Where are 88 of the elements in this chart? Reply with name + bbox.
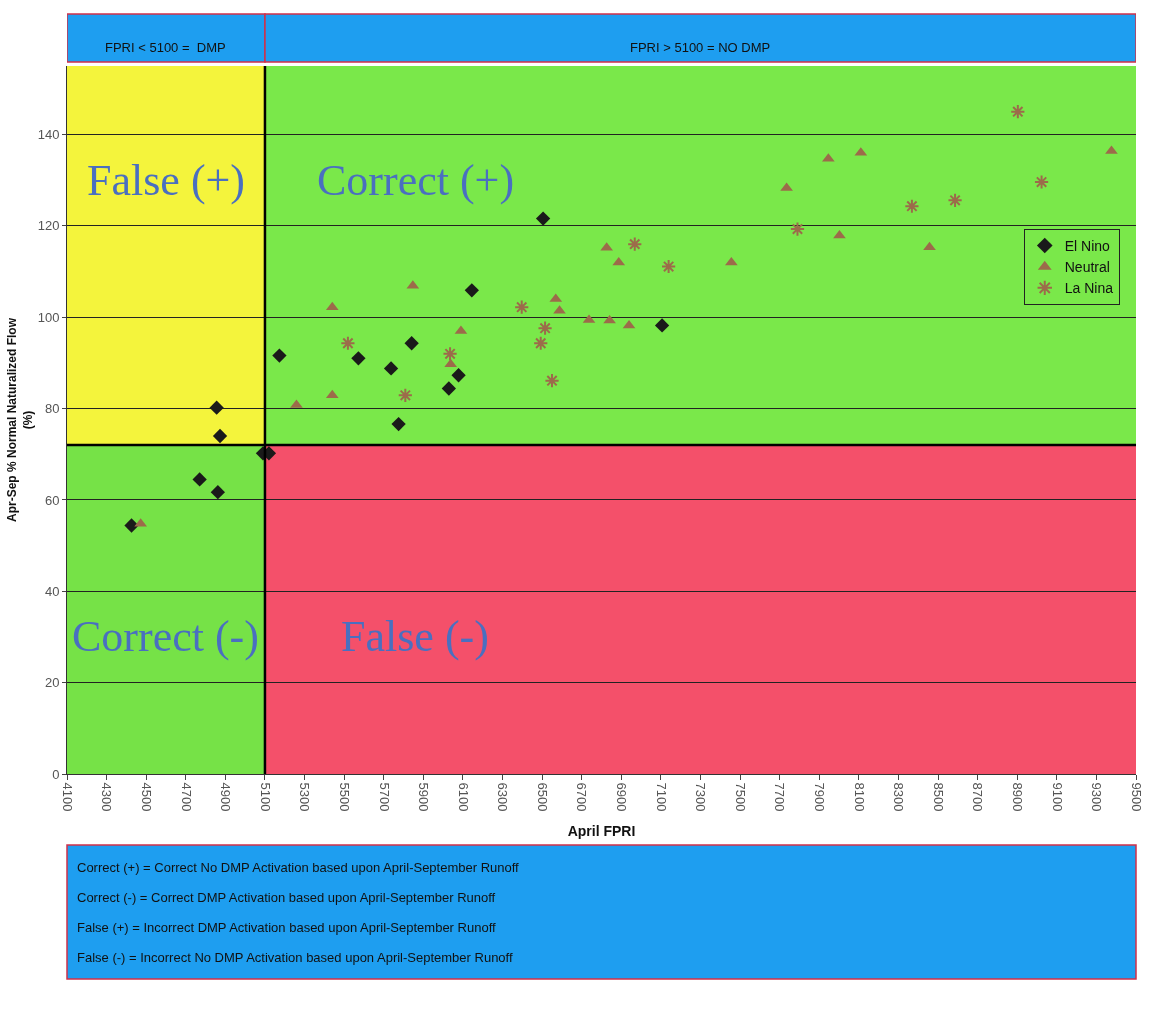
y-tick-label: 40 [44,583,60,599]
x-tick-label: 6100 [455,782,471,812]
text: False (-) = Incorrect No DMP Activation based upon April-September Runoff [77,950,513,965]
point [627,236,643,252]
point [210,485,225,500]
x-tick-label: 5100 [257,782,273,812]
text: FPRI > 5100 = NO DMP [630,40,771,55]
legend-label: Neutral [1064,259,1110,276]
x-tick-label: 8700 [970,782,986,812]
x-tick-label: 8900 [1009,782,1025,812]
x-tick-label: 5300 [297,782,313,812]
point [622,319,636,329]
point [124,518,139,533]
point [725,256,738,266]
point [904,198,920,214]
x-tick-label: 8300 [891,782,907,812]
point [212,428,228,444]
point [464,283,479,298]
point [1033,174,1050,190]
point [535,211,551,226]
point [272,348,287,363]
point [654,318,670,333]
annotation: False (+) [87,156,245,205]
x-tick-label: 6500 [534,782,550,812]
point [947,192,963,208]
point [833,229,846,239]
x-tick-label: 7900 [812,782,828,812]
x-tick-label: 4500 [138,782,154,812]
x-tick-label: 5700 [376,782,392,812]
text: FPRI < 5100 = DMP [105,40,226,55]
point [192,472,207,487]
point [537,320,553,336]
y-tick-label: 100 [37,309,60,325]
point [451,368,466,383]
point [340,335,356,351]
text: Correct (+) = Correct No DMP Activation based upon April-September Runoff [77,860,520,875]
point [923,241,936,251]
x-tick-label: 7300 [693,782,709,812]
point [325,389,339,399]
annotation: Correct (+) [317,156,515,205]
x-tick-label: 9100 [1049,782,1065,812]
x-tick-label: 7500 [732,782,748,812]
legend-label: La Nina [1064,280,1114,297]
annotation: False (-) [341,612,489,661]
point [209,400,224,415]
point [661,258,677,275]
annotation: Correct (-) [72,612,259,661]
point [351,351,366,366]
point [514,299,530,315]
x-tick-label: 9300 [1089,782,1105,812]
point [397,387,413,403]
x-tick-label: 6900 [614,782,630,812]
x-axis-title: April FPRI [567,822,636,839]
point [441,381,457,396]
text: Correct (-) = Correct DMP Activation based upon April-September Runoff [77,890,496,905]
x-tick-label: 8500 [930,782,946,812]
point [1010,104,1026,120]
point [612,256,626,266]
point [391,416,406,432]
x-tick-label: 5500 [336,782,352,812]
point [444,358,457,368]
x-tick-label: 9500 [1128,782,1144,812]
point [383,361,399,376]
x-tick-label: 7700 [772,782,788,812]
x-tick-label: 8100 [851,782,867,812]
x-tick-label: 4900 [218,782,234,812]
y-tick-label: 0 [52,766,60,782]
x-tick-label: 4700 [178,782,194,812]
legend-label: El Nino [1064,237,1111,254]
y-tick-label: 120 [37,218,60,234]
y-tick-label: 60 [44,492,60,508]
y-axis-title: Apr-Sep % Normal Naturalized Flow (%) [5,317,35,523]
y-tick-label: 20 [44,675,60,691]
x-tick-label: 6700 [574,782,590,812]
point [442,346,458,362]
x-tick-label: 5900 [416,782,432,812]
point [404,336,419,351]
x-tick-label: 4300 [99,782,115,812]
x-tick-label: 6300 [495,782,511,812]
point [789,221,806,237]
x-tick-label: 4100 [59,782,75,812]
point [603,314,616,324]
y-tick-label: 140 [37,127,60,143]
text: False (+) = Incorrect DMP Activation based upon April-September Runoff [77,920,497,935]
point [544,373,560,389]
point [533,335,549,351]
y-tick-label: 80 [44,401,60,417]
x-tick-label: 7100 [653,782,669,812]
